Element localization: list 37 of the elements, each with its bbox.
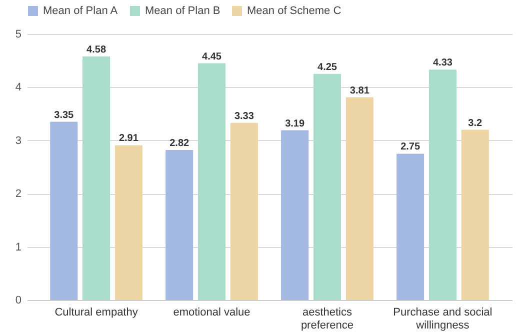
data-label: 2.91	[118, 133, 139, 144]
bar	[281, 130, 309, 300]
data-label: 4.25	[318, 62, 338, 73]
data-label: 4.33	[432, 58, 453, 69]
y-tick-label: 1	[15, 241, 22, 254]
bar	[198, 63, 226, 300]
bar	[114, 145, 142, 300]
y-tick-label: 2	[15, 188, 22, 200]
y-tick-label: 3	[15, 134, 22, 147]
bar	[428, 70, 456, 300]
data-label: 3.81	[350, 85, 370, 96]
bar	[166, 150, 194, 300]
x-tick-label: Cultural empathy	[54, 306, 138, 318]
data-label: 3.19	[285, 118, 305, 130]
data-label: 3.35	[54, 110, 74, 121]
bar	[50, 122, 78, 300]
legend-label: Mean of Scheme C	[247, 5, 342, 17]
bar	[230, 122, 258, 300]
y-tick-label: 5	[15, 28, 22, 40]
legend-label: Mean of Plan A	[43, 5, 118, 17]
data-label: 4.58	[86, 44, 106, 56]
y-tick-label: 4	[15, 82, 22, 94]
data-label: 3.2	[468, 118, 483, 129]
legend-label: Mean of Plan B	[145, 5, 220, 17]
bar	[396, 154, 424, 300]
bar	[82, 56, 110, 300]
x-tick-label: aesthetics preference	[300, 306, 354, 332]
data-label: 2.75	[400, 142, 420, 153]
bar	[461, 130, 489, 300]
x-tick-label: Purchase and social willingness	[393, 306, 492, 332]
data-label: 4.45	[202, 51, 222, 62]
bar	[346, 97, 374, 300]
data-label: 2.82	[170, 138, 190, 149]
data-label: 3.33	[234, 110, 254, 122]
x-tick-label: emotional value	[173, 306, 250, 318]
y-tick-label: 0	[15, 294, 22, 306]
bar	[313, 74, 342, 300]
